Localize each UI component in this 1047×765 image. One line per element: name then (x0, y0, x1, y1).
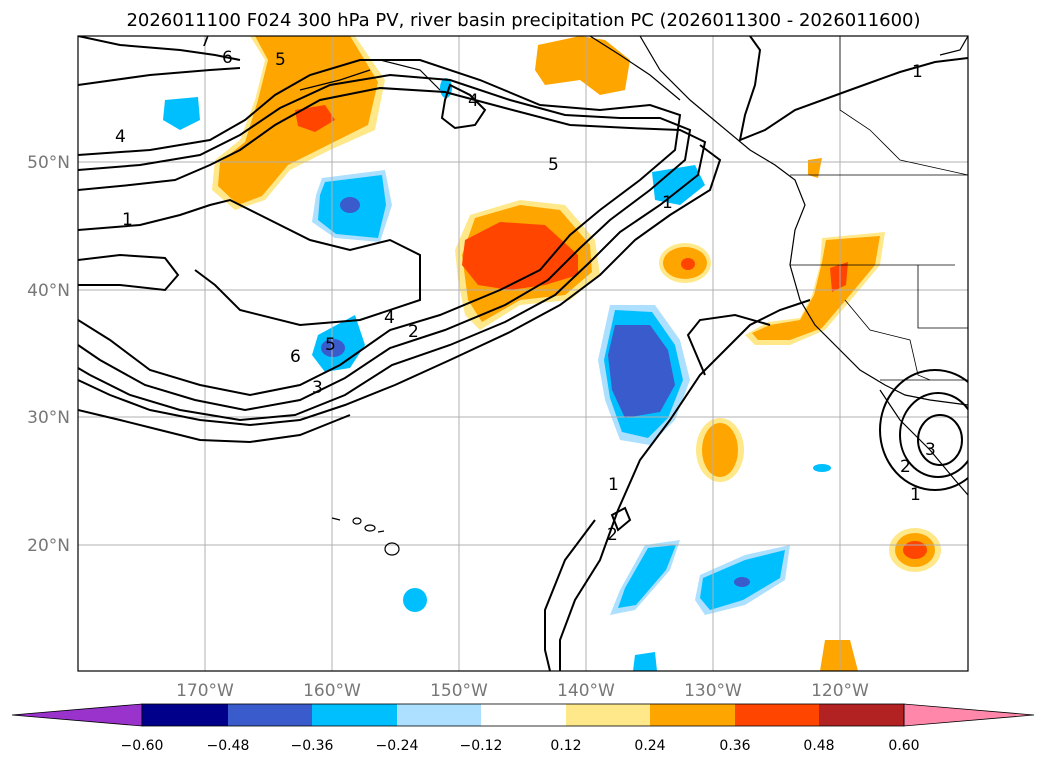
hawaii-islands (331, 517, 400, 556)
contour-label: 1 (910, 485, 921, 505)
contour-label: 6 (290, 347, 301, 367)
lon-label: 160°W (303, 681, 361, 701)
colorbar: −0.60 −0.48 −0.36 −0.24 −0.12 0.12 0.24 … (11, 703, 1035, 754)
contour-label: 2 (967, 35, 978, 55)
contour-label: 7 (200, 31, 211, 51)
colorbar-segment (819, 704, 904, 726)
colorbar-segment (566, 704, 650, 726)
contour-label: 5 (548, 155, 559, 175)
contour-label: 5 (275, 50, 286, 70)
contour-label: 2 (900, 457, 911, 477)
precip-positive-area (820, 640, 858, 671)
precip-negative-area (652, 165, 705, 205)
contour-label: 5 (325, 335, 336, 355)
colorbar-tick-label: 0.48 (803, 738, 834, 754)
colorbar-outline (141, 703, 905, 727)
borders (790, 36, 968, 381)
colorbar-segment (735, 704, 819, 726)
colorbar-tick-label: 0.36 (719, 738, 750, 754)
contour-label: 1 (912, 62, 923, 82)
colorbar-ticks: −0.60 −0.48 −0.36 −0.24 −0.12 0.12 0.24 … (121, 738, 920, 754)
contour-label: 1 (122, 210, 133, 230)
colorbar-extend-min (11, 703, 143, 727)
lon-label: 140°W (557, 681, 615, 701)
colorbar-tick-label: −0.48 (207, 738, 250, 754)
precip-positive-area (535, 36, 630, 95)
contour-label: 1 (662, 193, 673, 213)
longitude-labels: 170°W 160°W 150°W 140°W 130°W 120°W (176, 681, 869, 701)
colorbar-tick-label: 0.12 (550, 738, 581, 754)
contour-label: 4 (115, 127, 126, 147)
gridlines (78, 36, 968, 671)
colorbar-segment (312, 704, 397, 726)
colorbar-tick-label: 0.24 (634, 738, 665, 754)
lat-label: 40°N (27, 281, 70, 301)
colorbar-tick-label: −0.60 (121, 738, 164, 754)
colorbar-tick-label: 0.60 (888, 738, 919, 754)
lon-label: 130°W (684, 681, 742, 701)
contour-label: 3 (925, 440, 936, 460)
colorbar-tick-label: −0.12 (460, 738, 503, 754)
colorbar-segment (142, 704, 228, 726)
map-title: 2026011100 F024 300 hPa PV, river basin … (126, 10, 921, 31)
pv-contours (78, 36, 968, 671)
contour-label: 2 (607, 525, 618, 545)
lon-label: 170°W (176, 681, 234, 701)
precip-negative-area (163, 97, 200, 130)
lon-label: 120°W (811, 681, 869, 701)
map-frame (77, 35, 969, 672)
precip-negative-area (633, 652, 657, 671)
precip-negative-area (403, 588, 427, 612)
precip-negative-area (813, 464, 831, 472)
colorbar-segment (397, 704, 481, 726)
colorbar-tick-label: −0.24 (376, 738, 419, 754)
colorbar-segment (481, 704, 566, 726)
contour-label: 2 (408, 322, 419, 342)
lat-label: 50°N (27, 153, 70, 173)
contour-label: 3 (312, 378, 323, 398)
colorbar-segment (650, 704, 735, 726)
contour-label: 4 (468, 91, 479, 111)
map-background (78, 36, 968, 671)
colorbar-tick-label: −0.36 (291, 738, 334, 754)
lon-label: 150°W (430, 681, 488, 701)
contour-labels: 6 5 7 4 1 4 5 4 2 6 5 3 1 1 2 1 2 2 1 3 (115, 31, 978, 545)
contour-label: 4 (384, 308, 395, 328)
contour-label: 6 (222, 48, 233, 68)
contour-label: 1 (608, 475, 619, 495)
lat-label: 20°N (27, 536, 70, 556)
latitude-labels: 50°N 40°N 30°N 20°N (27, 153, 70, 556)
coastlines (299, 36, 968, 496)
colorbar-extend-max (903, 703, 1035, 727)
lat-label: 30°N (27, 408, 70, 428)
colorbar-segment (228, 704, 312, 726)
